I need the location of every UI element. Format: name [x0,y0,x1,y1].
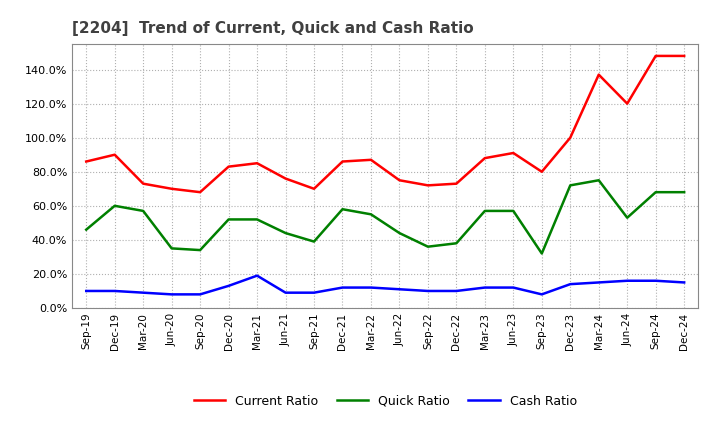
Quick Ratio [480,208,489,213]
Current Ratio [82,159,91,164]
Current Ratio [338,159,347,164]
Line: Current Ratio: Current Ratio [86,56,684,192]
Current Ratio [395,178,404,183]
Text: [2204]  Trend of Current, Quick and Cash Ratio: [2204] Trend of Current, Quick and Cash … [72,21,474,36]
Current Ratio [225,164,233,169]
Quick Ratio [566,183,575,188]
Line: Cash Ratio: Cash Ratio [86,275,684,294]
Cash Ratio [282,290,290,295]
Current Ratio [595,72,603,77]
Cash Ratio [310,290,318,295]
Current Ratio [480,155,489,161]
Cash Ratio [452,288,461,293]
Current Ratio [196,190,204,195]
Current Ratio [139,181,148,186]
Cash Ratio [110,288,119,293]
Quick Ratio [338,206,347,212]
Current Ratio [282,176,290,181]
Cash Ratio [253,273,261,278]
Cash Ratio [395,286,404,292]
Legend: Current Ratio, Quick Ratio, Cash Ratio: Current Ratio, Quick Ratio, Cash Ratio [189,390,582,413]
Cash Ratio [680,280,688,285]
Quick Ratio [110,203,119,209]
Quick Ratio [452,241,461,246]
Quick Ratio [225,217,233,222]
Quick Ratio [167,246,176,251]
Line: Quick Ratio: Quick Ratio [86,180,684,253]
Quick Ratio [139,208,148,213]
Cash Ratio [509,285,518,290]
Quick Ratio [537,251,546,256]
Current Ratio [452,181,461,186]
Current Ratio [537,169,546,174]
Current Ratio [652,53,660,59]
Quick Ratio [595,178,603,183]
Quick Ratio [82,227,91,232]
Current Ratio [423,183,432,188]
Cash Ratio [167,292,176,297]
Quick Ratio [282,231,290,236]
Cash Ratio [139,290,148,295]
Current Ratio [566,135,575,140]
Cash Ratio [480,285,489,290]
Cash Ratio [196,292,204,297]
Current Ratio [253,161,261,166]
Quick Ratio [652,190,660,195]
Quick Ratio [680,190,688,195]
Current Ratio [366,157,375,162]
Quick Ratio [253,217,261,222]
Quick Ratio [310,239,318,244]
Current Ratio [167,186,176,191]
Quick Ratio [366,212,375,217]
Cash Ratio [366,285,375,290]
Current Ratio [509,150,518,156]
Quick Ratio [509,208,518,213]
Cash Ratio [82,288,91,293]
Cash Ratio [566,282,575,287]
Cash Ratio [338,285,347,290]
Cash Ratio [537,292,546,297]
Current Ratio [623,101,631,106]
Quick Ratio [196,247,204,253]
Cash Ratio [595,280,603,285]
Cash Ratio [652,278,660,283]
Cash Ratio [225,283,233,289]
Current Ratio [110,152,119,158]
Quick Ratio [395,231,404,236]
Quick Ratio [623,215,631,220]
Current Ratio [310,186,318,191]
Cash Ratio [423,288,432,293]
Quick Ratio [423,244,432,249]
Cash Ratio [623,278,631,283]
Current Ratio [680,53,688,59]
